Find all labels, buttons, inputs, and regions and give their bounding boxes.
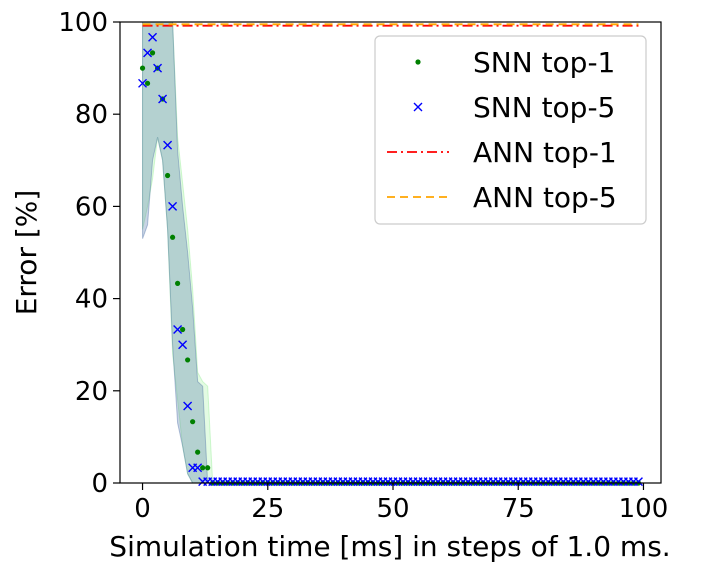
point-0-13 bbox=[205, 465, 211, 471]
y-axis-ticks: 0 20 40 60 80 100 bbox=[58, 8, 120, 499]
point-0-8 bbox=[180, 326, 186, 333]
x-tick-label-3: 75 bbox=[502, 494, 535, 524]
point-0-5 bbox=[164, 172, 171, 179]
point-1-0 bbox=[138, 78, 148, 88]
error-band-1 bbox=[142, 21, 209, 484]
legend-swatch-1 bbox=[413, 102, 423, 112]
x-tick-label-2: 50 bbox=[376, 494, 409, 524]
point-1-99 bbox=[633, 477, 643, 487]
point-1-2 bbox=[148, 32, 158, 42]
point-1-11 bbox=[193, 463, 203, 473]
point-0-6 bbox=[169, 234, 176, 240]
point-1-8 bbox=[178, 340, 188, 350]
x-axis-label: Simulation time [ms] in steps of 1.0 ms. bbox=[109, 530, 670, 563]
legend-swatch-0 bbox=[415, 59, 421, 65]
legend-box bbox=[374, 35, 647, 225]
legend-label-0: SNN top-1 bbox=[473, 46, 615, 79]
point-0-9 bbox=[185, 357, 191, 363]
y-tick-label-3: 60 bbox=[75, 192, 108, 222]
legend-label-1: SNN top-5 bbox=[473, 91, 615, 124]
y-tick-label-2: 40 bbox=[75, 285, 108, 315]
point-1-3 bbox=[153, 63, 163, 73]
y-tick-label-4: 80 bbox=[75, 100, 108, 130]
point-0-7 bbox=[175, 280, 181, 286]
point-0-12 bbox=[200, 465, 206, 471]
point-0-11 bbox=[195, 449, 201, 455]
x-tick-label-4: 100 bbox=[619, 494, 669, 524]
y-tick-label-1: 20 bbox=[75, 377, 108, 407]
y-tick-label-0: 0 bbox=[91, 469, 108, 499]
point-0-2 bbox=[149, 50, 156, 56]
legend-label-2: ANN top-1 bbox=[473, 136, 617, 169]
x-tick-label-0: 0 bbox=[134, 494, 151, 524]
legend-label-3: ANN top-5 bbox=[473, 181, 617, 214]
point-0-0 bbox=[139, 65, 146, 71]
point-1-4 bbox=[158, 94, 168, 104]
y-axis-label: Error [%] bbox=[10, 190, 43, 316]
point-1-1 bbox=[143, 48, 153, 58]
point-0-10 bbox=[190, 419, 196, 425]
plot-frame bbox=[119, 21, 662, 484]
point-1-7 bbox=[173, 324, 183, 334]
point-0-1 bbox=[144, 80, 151, 86]
point-1-9 bbox=[183, 401, 193, 411]
y-tick-label-5: 100 bbox=[58, 8, 108, 38]
x-axis-ticks: 0 25 50 75 100 bbox=[134, 483, 668, 524]
point-1-5 bbox=[163, 140, 173, 150]
point-1-6 bbox=[168, 201, 178, 211]
error-bands bbox=[142, 21, 214, 484]
legend: SNN top-1 SNN top-5 ANN top-1 ANN top-5 bbox=[374, 35, 647, 225]
x-tick-label-1: 25 bbox=[251, 494, 284, 524]
ann-lines bbox=[142, 23, 639, 27]
